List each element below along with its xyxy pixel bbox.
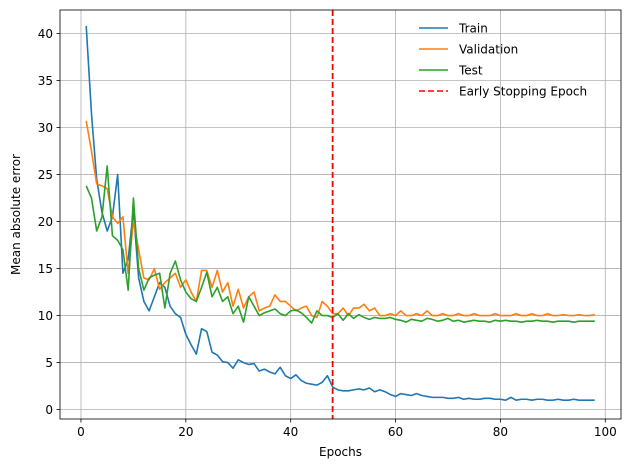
y-tick-label: 30 <box>38 121 53 135</box>
legend-label-train: Train <box>458 22 488 36</box>
y-axis-label: Mean absolute error <box>9 154 23 275</box>
y-tick-label: 35 <box>38 74 53 88</box>
y-tick-label: 5 <box>45 356 53 370</box>
legend-label-validation: Validation <box>459 43 518 57</box>
legend: Train Validation Test Early Stopping Epoch <box>419 22 587 99</box>
y-tick-label: 25 <box>38 168 53 182</box>
x-tick-label: 40 <box>283 425 298 439</box>
y-tick-label: 0 <box>45 403 53 417</box>
test-series-line <box>85 165 595 324</box>
x-tick-label: 60 <box>388 425 403 439</box>
x-tick-label: 100 <box>594 425 617 439</box>
x-tick-label: 0 <box>77 425 85 439</box>
series-lines <box>85 10 595 419</box>
legend-label-early-stopping-epoch: Early Stopping Epoch <box>459 85 587 99</box>
y-tick-label: 15 <box>38 262 53 276</box>
plot-frame <box>59 9 622 420</box>
x-tick-label: 80 <box>493 425 508 439</box>
y-tick-label: 20 <box>38 215 53 229</box>
axis-ticks: 0 20 40 60 80 100 0 5 10 15 20 25 30 35 40 <box>38 27 617 439</box>
y-tick-label: 10 <box>38 309 53 323</box>
x-axis-label: Epochs <box>319 445 362 459</box>
grid-lines <box>60 10 621 419</box>
legend-label-test: Test <box>458 64 483 78</box>
validation-series-line <box>85 120 595 319</box>
y-tick-label: 40 <box>38 27 53 41</box>
x-tick-label: 20 <box>178 425 193 439</box>
train-series-line <box>85 25 595 402</box>
